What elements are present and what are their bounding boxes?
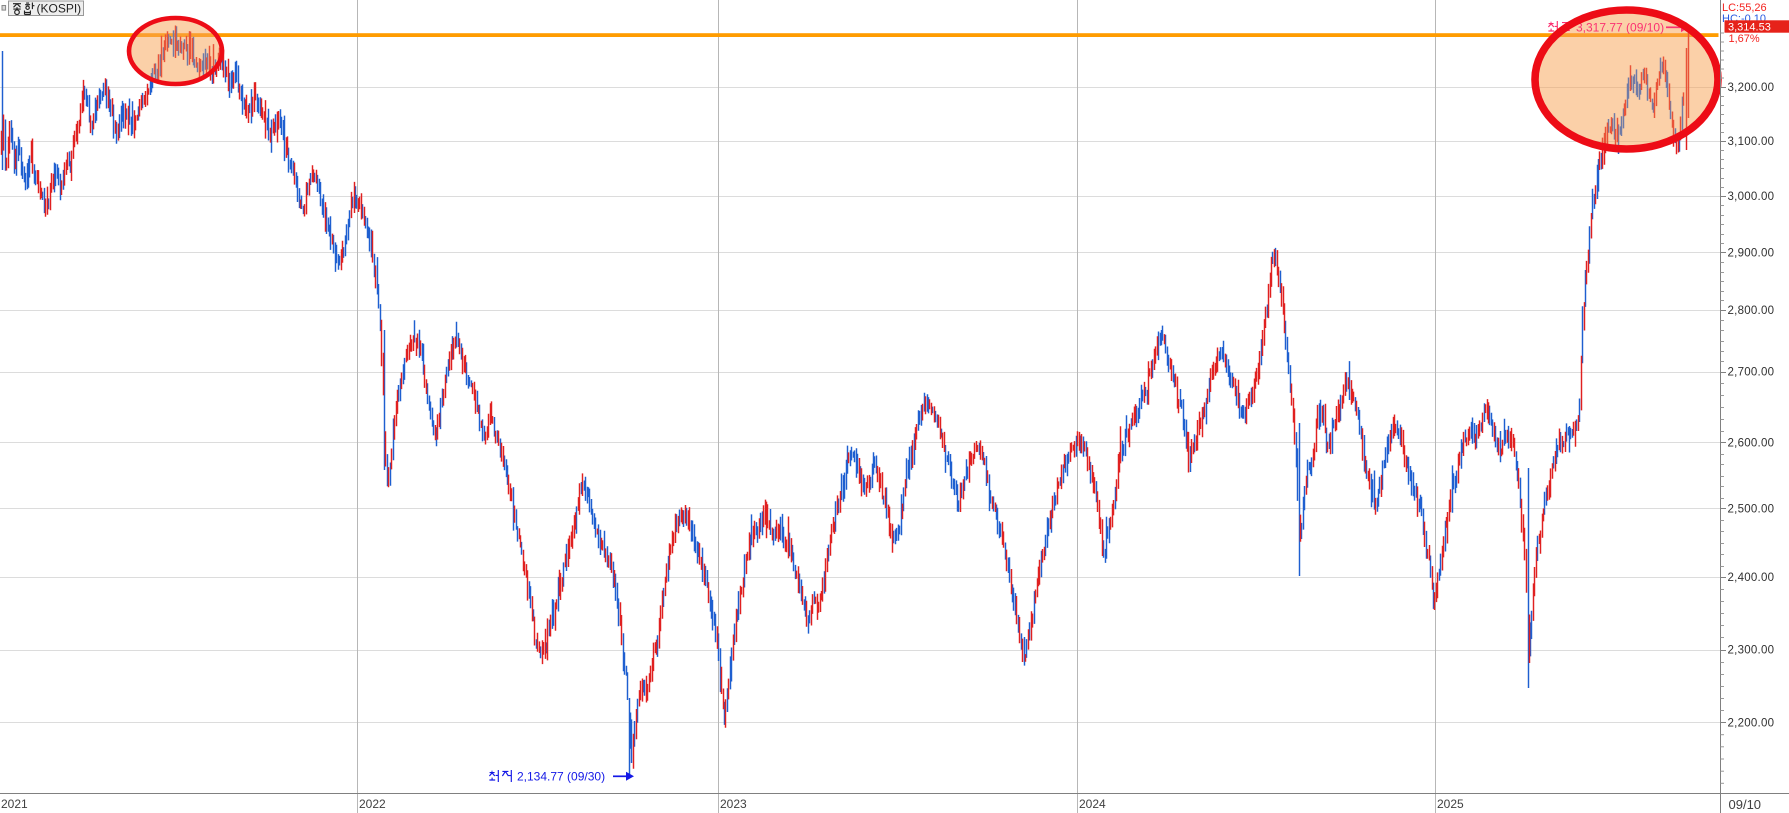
svg-text:2,200.00: 2,200.00 — [1728, 718, 1775, 730]
svg-text:1,67%: 1,67% — [1729, 33, 1760, 45]
svg-text:LC:55,26: LC:55,26 — [1722, 2, 1767, 14]
svg-text:2,500.00: 2,500.00 — [1728, 504, 1775, 516]
svg-text:2,700.00: 2,700.00 — [1728, 367, 1775, 379]
svg-text:2,900.00: 2,900.00 — [1728, 248, 1775, 260]
svg-text:2,300.00: 2,300.00 — [1728, 645, 1775, 657]
svg-text:(KOSPI): (KOSPI) — [37, 2, 82, 16]
svg-text:3,314.53: 3,314.53 — [1728, 21, 1771, 33]
svg-text:2,600.00: 2,600.00 — [1728, 438, 1775, 450]
svg-text:3,100.00: 3,100.00 — [1728, 136, 1775, 148]
svg-text:3,200.00: 3,200.00 — [1728, 82, 1775, 94]
svg-text:3,000.00: 3,000.00 — [1728, 191, 1775, 203]
svg-text:3,317.77 (09/10): 3,317.77 (09/10) — [1576, 21, 1664, 35]
svg-text:2,400.00: 2,400.00 — [1728, 572, 1775, 584]
svg-text:2023: 2023 — [720, 797, 747, 811]
svg-text:2,134.77 (09/30): 2,134.77 (09/30) — [517, 770, 605, 784]
svg-text:2021: 2021 — [1, 797, 28, 811]
svg-text:09/10: 09/10 — [1729, 797, 1762, 812]
svg-text:2022: 2022 — [359, 797, 386, 811]
svg-text:2025: 2025 — [1437, 797, 1464, 811]
svg-text:2024: 2024 — [1079, 797, 1106, 811]
svg-text:2,800.00: 2,800.00 — [1728, 305, 1775, 317]
